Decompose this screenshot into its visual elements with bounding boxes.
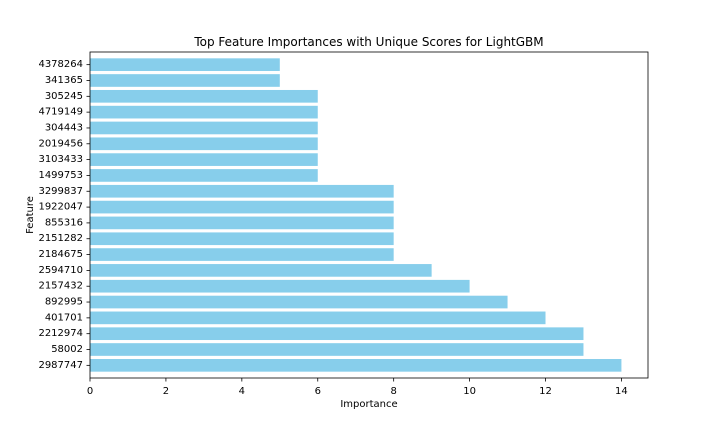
y-tick-label: 855316 bbox=[45, 217, 83, 228]
x-axis-ticks: 0 2 4 6 8 10 12 14 bbox=[87, 378, 628, 397]
bar-2987747 bbox=[90, 359, 622, 372]
y-tick-label: 2987747 bbox=[38, 360, 83, 371]
y-tick-label: 304443 bbox=[45, 122, 83, 133]
y-axis-ticks: 2987747 58002 2212974 401701 892995 2157432 25… bbox=[38, 59, 90, 371]
bar-3299837 bbox=[90, 184, 394, 198]
y-tick-label: 3103433 bbox=[38, 154, 83, 165]
bar-892995 bbox=[90, 295, 508, 309]
bar-2184675 bbox=[90, 248, 394, 261]
y-tick-label: 305245 bbox=[45, 91, 83, 102]
x-tick-label: 0 bbox=[87, 386, 93, 397]
bar-304443 bbox=[90, 121, 318, 135]
bar-4719149 bbox=[90, 105, 318, 119]
bar-2019456 bbox=[90, 137, 318, 151]
y-tick-label: 892995 bbox=[45, 297, 83, 308]
bar-2212974 bbox=[90, 327, 584, 341]
y-tick-label: 1922047 bbox=[38, 202, 83, 213]
chart-title: Top Feature Importances with Unique Scor… bbox=[193, 35, 543, 49]
bar-1922047 bbox=[90, 200, 394, 214]
x-axis-label: Importance bbox=[340, 399, 397, 410]
x-tick-label: 14 bbox=[615, 386, 628, 397]
x-tick-label: 6 bbox=[315, 386, 321, 397]
y-tick-label: 1499753 bbox=[38, 170, 83, 181]
y-tick-label: 2157432 bbox=[38, 281, 83, 292]
bar-341365 bbox=[90, 74, 280, 87]
bar-855316 bbox=[90, 216, 394, 230]
bar-2151282 bbox=[90, 232, 394, 246]
plot-frame bbox=[89, 51, 649, 379]
y-tick-label: 2184675 bbox=[38, 249, 83, 260]
bar-2157432 bbox=[90, 279, 470, 293]
bar-2594710 bbox=[90, 264, 432, 277]
y-tick-label: 2151282 bbox=[38, 233, 83, 244]
x-tick-label: 12 bbox=[539, 386, 552, 397]
y-axis-label: Feature bbox=[25, 196, 36, 234]
bar-1499753 bbox=[90, 169, 318, 182]
x-tick-label: 2 bbox=[163, 386, 169, 397]
y-tick-label: 341365 bbox=[45, 75, 83, 86]
bar-305245 bbox=[90, 89, 318, 103]
x-tick-label: 8 bbox=[390, 386, 396, 397]
y-tick-label: 58002 bbox=[51, 344, 83, 355]
y-tick-label: 2594710 bbox=[38, 265, 83, 276]
bar-401701 bbox=[90, 311, 546, 325]
y-tick-label: 401701 bbox=[45, 312, 83, 323]
bars-group bbox=[90, 58, 622, 372]
bar-3103433 bbox=[90, 153, 318, 166]
y-tick-label: 4719149 bbox=[38, 107, 83, 118]
bar-58002 bbox=[90, 343, 584, 356]
y-tick-label: 4378264 bbox=[38, 59, 83, 70]
y-tick-label: 3299837 bbox=[38, 186, 83, 197]
y-tick-label: 2212974 bbox=[38, 328, 83, 339]
y-tick-label: 2019456 bbox=[38, 138, 83, 149]
x-tick-label: 4 bbox=[239, 386, 245, 397]
x-tick-label: 10 bbox=[463, 386, 476, 397]
bar-4378264 bbox=[90, 58, 280, 71]
